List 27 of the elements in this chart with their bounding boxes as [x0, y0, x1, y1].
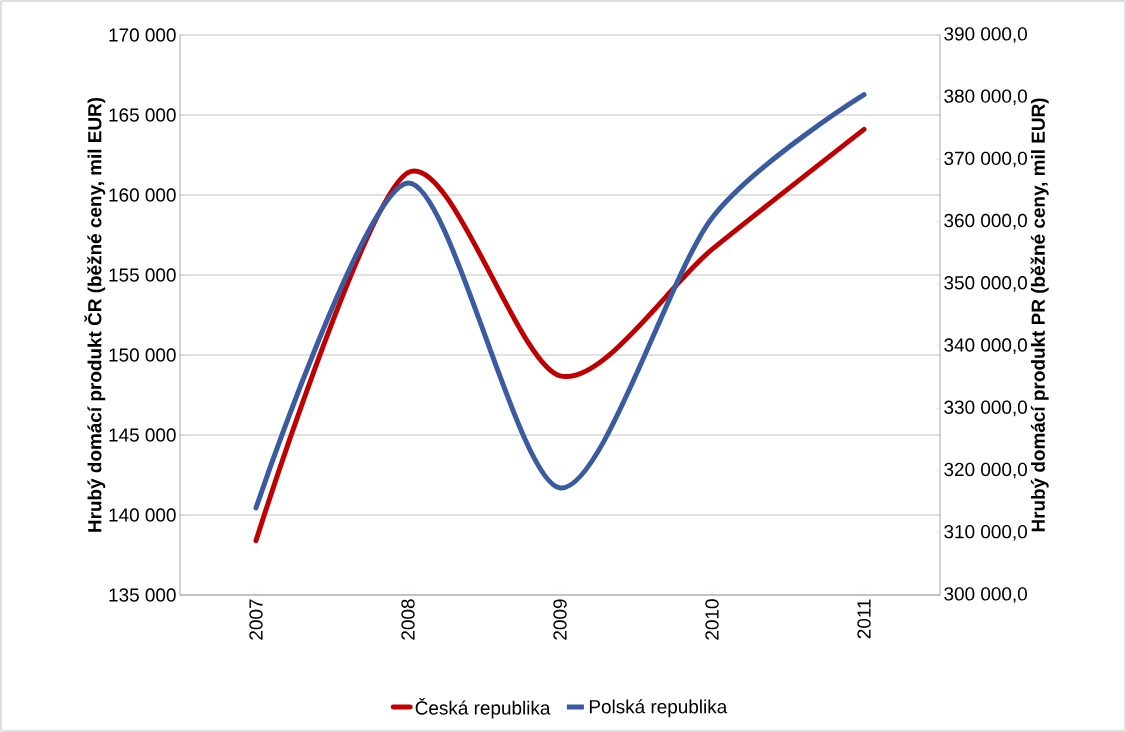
- legend-label: Polská republika: [589, 699, 728, 718]
- x-tick-label: 2008: [401, 599, 415, 640]
- y2-tick-label: 370 000,0: [944, 151, 1027, 168]
- y-tick-label: 145 000: [109, 428, 176, 442]
- y-tick-label: 135 000: [109, 588, 176, 602]
- x-tick-label: 2009: [553, 599, 567, 640]
- y2-tick-label: 310 000,0: [944, 524, 1027, 541]
- y-tick-label: 165 000: [109, 108, 176, 122]
- y-tick-label: 160 000: [109, 188, 176, 202]
- legend-label: Česká republika: [415, 697, 551, 719]
- y-tick-label: 140 000: [109, 508, 176, 522]
- y-tick-label: 170 000: [109, 28, 176, 42]
- y-tick-label: 155 000: [109, 268, 176, 282]
- y2-axis-title: Hrubý domácí produkt PR (běžné ceny, mil EUR): [1030, 98, 1049, 532]
- y2-tick-label: 350 000,0: [944, 276, 1027, 292]
- y2-tick-label: 340 000,0: [944, 338, 1027, 354]
- x-tick-label: 2010: [705, 599, 719, 640]
- y-axis-title: Hrubý domácí produkt ČR (běžné ceny, mil EUR): [84, 97, 106, 532]
- y-tick-label: 150 000: [109, 348, 176, 362]
- y2-tick-label: 360 000,0: [944, 213, 1027, 230]
- y2-tick-label: 320 000,0: [944, 462, 1027, 479]
- y2-tick-label: 300 000,0: [944, 587, 1027, 603]
- x-tick-label: 2011: [857, 599, 871, 639]
- y2-tick-label: 380 000,0: [944, 89, 1027, 106]
- y2-tick-label: 390 000,0: [944, 27, 1027, 43]
- y2-tick-label: 330 000,0: [944, 400, 1027, 417]
- x-tick-label: 2007: [249, 599, 263, 640]
